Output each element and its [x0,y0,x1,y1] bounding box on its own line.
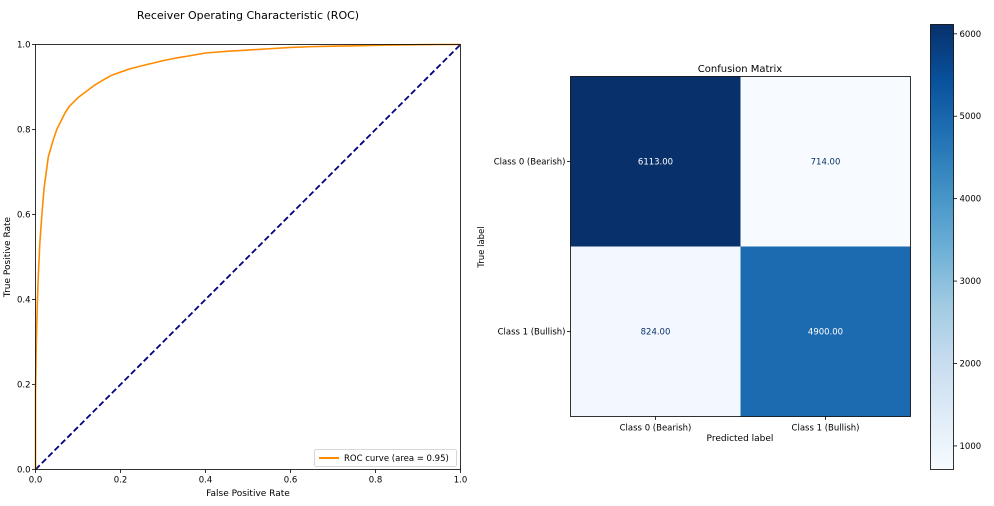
cm-title: Confusion Matrix [698,64,782,75]
roc-chance-line [34,43,462,471]
roc-plot-frame [35,44,461,470]
colorbar-ticks: 1000 2000 3000 4000 5000 6000 [953,30,982,452]
roc-x-tick-label: 1.0 [454,476,468,486]
colorbar-tick-label: 1000 [960,442,982,452]
colorbar-gradient [930,24,954,470]
colorbar-tick-label: 3000 [960,277,982,287]
cm-col-label: Class 1 (Bullish) [792,424,860,434]
cm-cell [740,246,911,417]
cm-y-axis-label: True label [477,226,487,268]
cm-cell-value: 4900.00 [808,328,843,338]
roc-y-tick-label: 1.0 [17,41,31,51]
confusion-matrix-chart: Confusion Matrix 6113.00 714.00 824.00 4900… [477,64,911,444]
roc-y-tick-label: 0.0 [17,466,31,476]
roc-title: Receiver Operating Characteristic (ROC) [137,9,359,22]
roc-y-tick-label: 0.2 [17,381,31,391]
colorbar-tick-label: 5000 [960,112,982,122]
roc-x-tick-label: 0.0 [29,476,43,486]
cm-cell-value: 714.00 [811,158,841,168]
roc-legend: ROC curve (area = 0.95) [314,449,457,467]
cm-row-label: Class 1 (Bullish) [498,328,566,338]
colorbar-tick-label: 2000 [960,360,982,370]
cm-plot-frame [570,76,911,417]
roc-y-tick-label: 0.4 [17,296,31,306]
roc-x-tick-label: 0.4 [199,476,213,486]
cm-cell-value: 6113.00 [638,158,673,168]
cm-row-label: Class 0 (Bearish) [494,158,566,168]
roc-x-axis-label: False Positive Rate [206,489,290,499]
cm-cell [570,246,741,417]
cm-cells: 6113.00 714.00 824.00 4900.00 [570,76,911,417]
roc-x-tick-label: 0.6 [284,476,298,486]
cm-col-label: Class 0 (Bearish) [620,424,692,434]
roc-y-axis-label: True Positive Rate [3,216,13,298]
roc-y-tick-label: 0.8 [17,126,31,136]
roc-ticks: 0.0 0.2 0.4 0.6 0.8 1.0 0.0 0.2 0.4 0.6 0.8 1.0 [17,41,467,486]
colorbar-tick-label: 4000 [960,195,982,205]
roc-legend-label: ROC curve (area = 0.95) [344,454,449,464]
colorbar: 1000 2000 3000 4000 5000 6000 [930,24,982,470]
cm-axis-labels: Class 0 (Bearish) Class 1 (Bullish) Class … [494,158,860,434]
cm-cell [740,76,911,247]
cm-cell-value: 824.00 [641,328,671,338]
roc-chart: Receiver Operating Characteristic (ROC) … [3,9,467,499]
roc-legend-box [314,449,457,467]
cm-x-axis-label: Predicted label [707,434,774,444]
cm-cell [570,76,741,247]
colorbar-tick-label: 6000 [960,30,982,40]
roc-x-tick-label: 0.8 [369,476,383,486]
roc-x-tick-label: 0.2 [114,476,128,486]
roc-series [34,43,462,471]
roc-curve-line [34,43,461,470]
roc-y-tick-label: 0.6 [17,211,31,221]
